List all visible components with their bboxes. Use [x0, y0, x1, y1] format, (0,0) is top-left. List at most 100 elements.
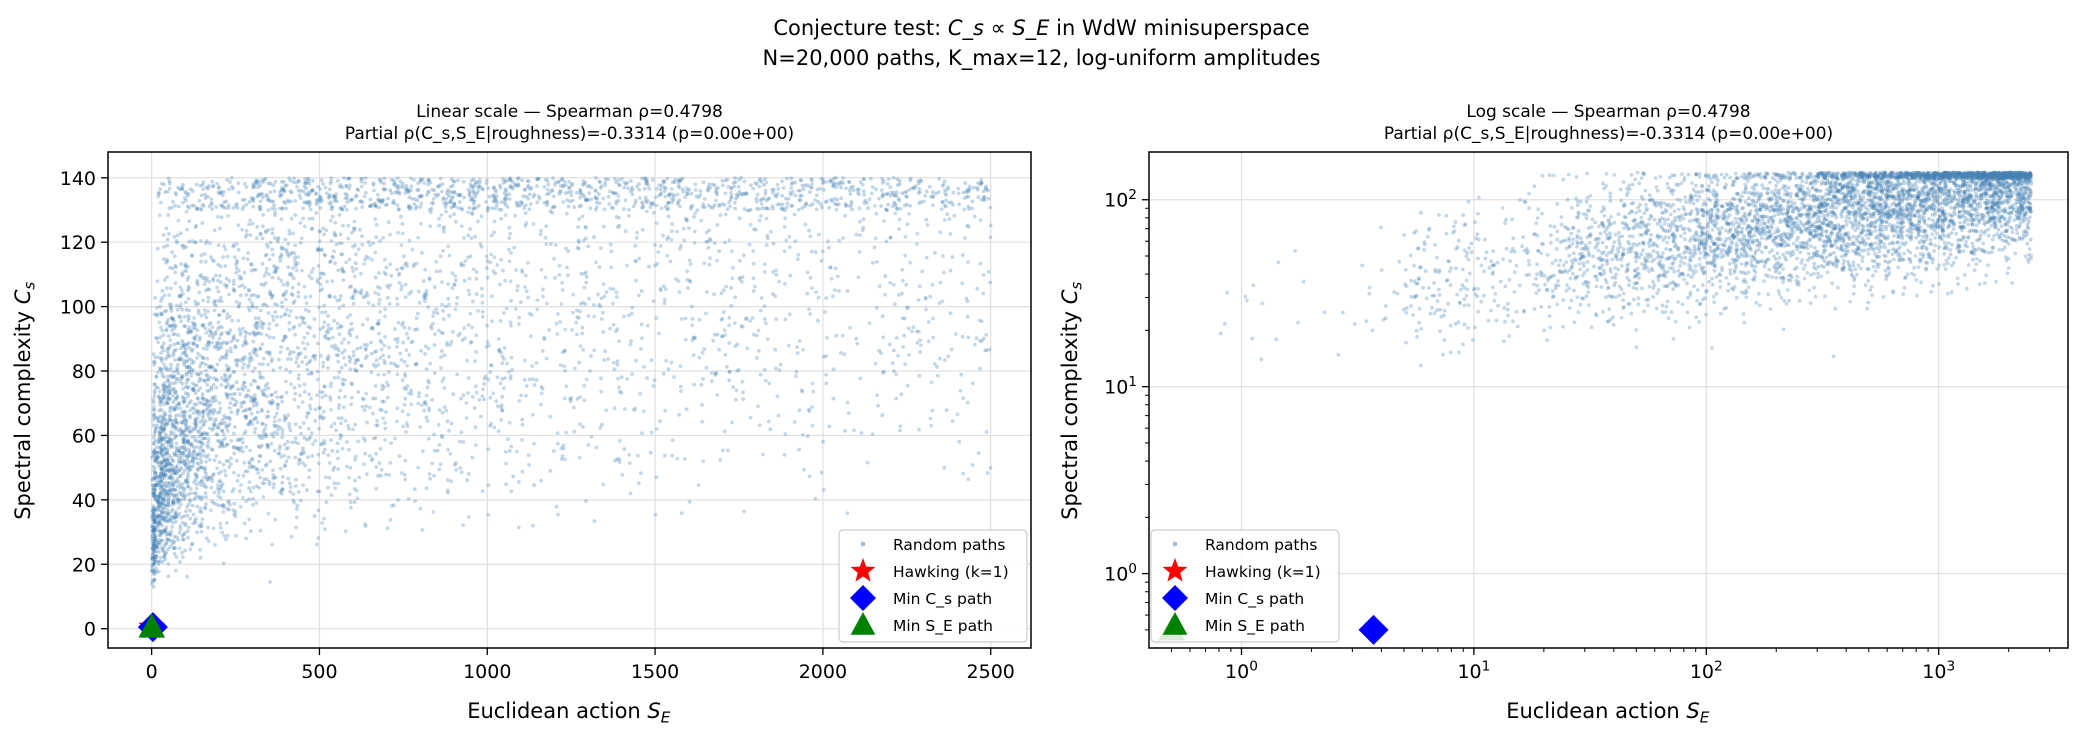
scatter-point — [162, 375, 167, 379]
scatter-point — [963, 236, 967, 240]
scatter-point — [317, 229, 322, 234]
scatter-point — [986, 196, 991, 201]
scatter-point — [879, 204, 883, 209]
scatter-point — [159, 435, 163, 440]
scatter-point — [520, 422, 525, 427]
scatter-point — [368, 204, 372, 209]
scatter-point — [247, 297, 252, 302]
scatter-point — [236, 181, 241, 186]
scatter-point — [436, 192, 441, 197]
scatter-point — [491, 193, 496, 197]
scatter-point — [279, 217, 284, 222]
scatter-point — [832, 288, 837, 292]
scatter-point — [186, 275, 191, 279]
scatter-point — [477, 398, 482, 402]
scatter-point — [663, 408, 668, 413]
scatter-point — [188, 415, 192, 420]
scatter-point — [168, 405, 173, 409]
scatter-point — [535, 307, 540, 312]
scatter-point — [670, 200, 674, 205]
scatter-point — [580, 214, 585, 219]
scatter-point — [565, 265, 569, 270]
scatter-point — [164, 493, 169, 498]
scatter-point — [186, 357, 191, 362]
scatter-point — [266, 409, 270, 414]
scatter-point — [555, 441, 560, 446]
scatter-point — [694, 194, 699, 199]
scatter-point — [787, 312, 792, 317]
scatter-point — [230, 392, 235, 397]
scatter-point — [176, 459, 181, 464]
scatter-point — [458, 331, 462, 336]
scatter-point — [282, 199, 286, 204]
scatter-point — [698, 189, 703, 193]
scatter-point — [926, 339, 931, 344]
scatter-point — [310, 178, 315, 183]
scatter-point — [151, 441, 156, 445]
scatter-point — [167, 462, 172, 466]
scatter-point — [577, 422, 582, 426]
scatter-point — [542, 335, 546, 340]
scatter-point — [337, 332, 342, 336]
scatter-point — [222, 372, 227, 377]
scatter-point — [792, 212, 797, 217]
scatter-point — [473, 384, 478, 389]
scatter-point — [808, 275, 813, 280]
scatter-point — [599, 317, 604, 321]
figure-title-math: C_s ∝ S_E — [947, 16, 1050, 40]
scatter-point — [236, 387, 241, 392]
scatter-point — [210, 179, 215, 184]
scatter-point — [190, 428, 195, 433]
scatter-point — [783, 317, 788, 322]
scatter-point — [498, 183, 502, 188]
scatter-point — [322, 384, 327, 389]
scatter-point — [249, 293, 254, 298]
scatter-point — [292, 176, 296, 181]
scatter-point — [905, 222, 910, 227]
scatter-point — [157, 474, 162, 479]
scatter-point — [560, 454, 565, 458]
scatter-point — [334, 428, 338, 433]
scatter-point — [696, 483, 701, 487]
scatter-point — [627, 214, 631, 218]
scatter-point — [388, 361, 393, 366]
scatter-point — [182, 246, 186, 251]
scatter-point — [173, 264, 178, 268]
scatter-point — [382, 385, 386, 390]
scatter-point — [195, 343, 200, 348]
scatter-point — [343, 419, 348, 423]
scatter-point — [167, 384, 172, 389]
scatter-point — [270, 314, 275, 319]
scatter-point — [964, 296, 969, 301]
scatter-point — [652, 378, 657, 383]
scatter-point — [183, 196, 187, 201]
scatter-point — [762, 270, 767, 274]
scatter-point — [300, 360, 304, 364]
scatter-point — [658, 187, 663, 192]
scatter-point — [659, 191, 663, 196]
scatter-point — [345, 315, 350, 320]
scatter-point — [241, 473, 246, 478]
scatter-point — [219, 469, 223, 474]
scatter-point — [318, 327, 323, 332]
scatter-point — [712, 203, 717, 208]
scatter-point — [160, 296, 164, 300]
scatter-point — [344, 183, 349, 188]
scatter-point — [169, 306, 173, 310]
scatter-point — [382, 176, 387, 181]
scatter-point — [200, 418, 205, 423]
scatter-point — [440, 280, 444, 284]
scatter-point — [689, 191, 694, 196]
scatter-point — [500, 394, 505, 399]
scatter-point — [424, 393, 429, 398]
scatter-point — [150, 568, 154, 573]
scatter-point — [432, 473, 436, 478]
scatter-point — [383, 335, 387, 339]
scatter-point — [401, 320, 405, 325]
scatter-point — [174, 434, 178, 439]
scatter-point — [502, 346, 507, 350]
scatter-point — [897, 227, 901, 231]
scatter-point — [427, 277, 432, 282]
scatter-point — [318, 206, 323, 210]
scatter-point — [346, 236, 351, 241]
